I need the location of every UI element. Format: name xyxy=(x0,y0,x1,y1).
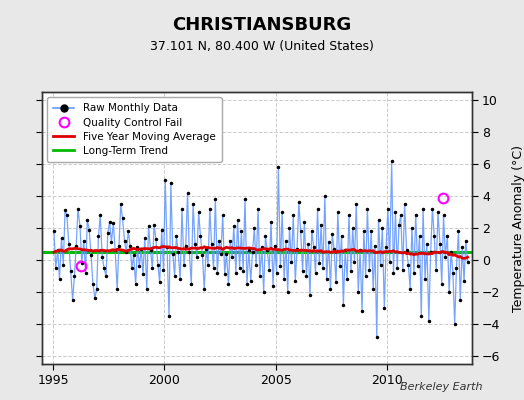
Legend: Raw Monthly Data, Quality Control Fail, Five Year Moving Average, Long-Term Tren: Raw Monthly Data, Quality Control Fail, … xyxy=(47,97,222,162)
Text: CHRISTIANSBURG: CHRISTIANSBURG xyxy=(172,16,352,34)
Y-axis label: Temperature Anomaly (°C): Temperature Anomaly (°C) xyxy=(511,144,524,312)
Text: 37.101 N, 80.400 W (United States): 37.101 N, 80.400 W (United States) xyxy=(150,40,374,53)
Text: Berkeley Earth: Berkeley Earth xyxy=(400,382,482,392)
